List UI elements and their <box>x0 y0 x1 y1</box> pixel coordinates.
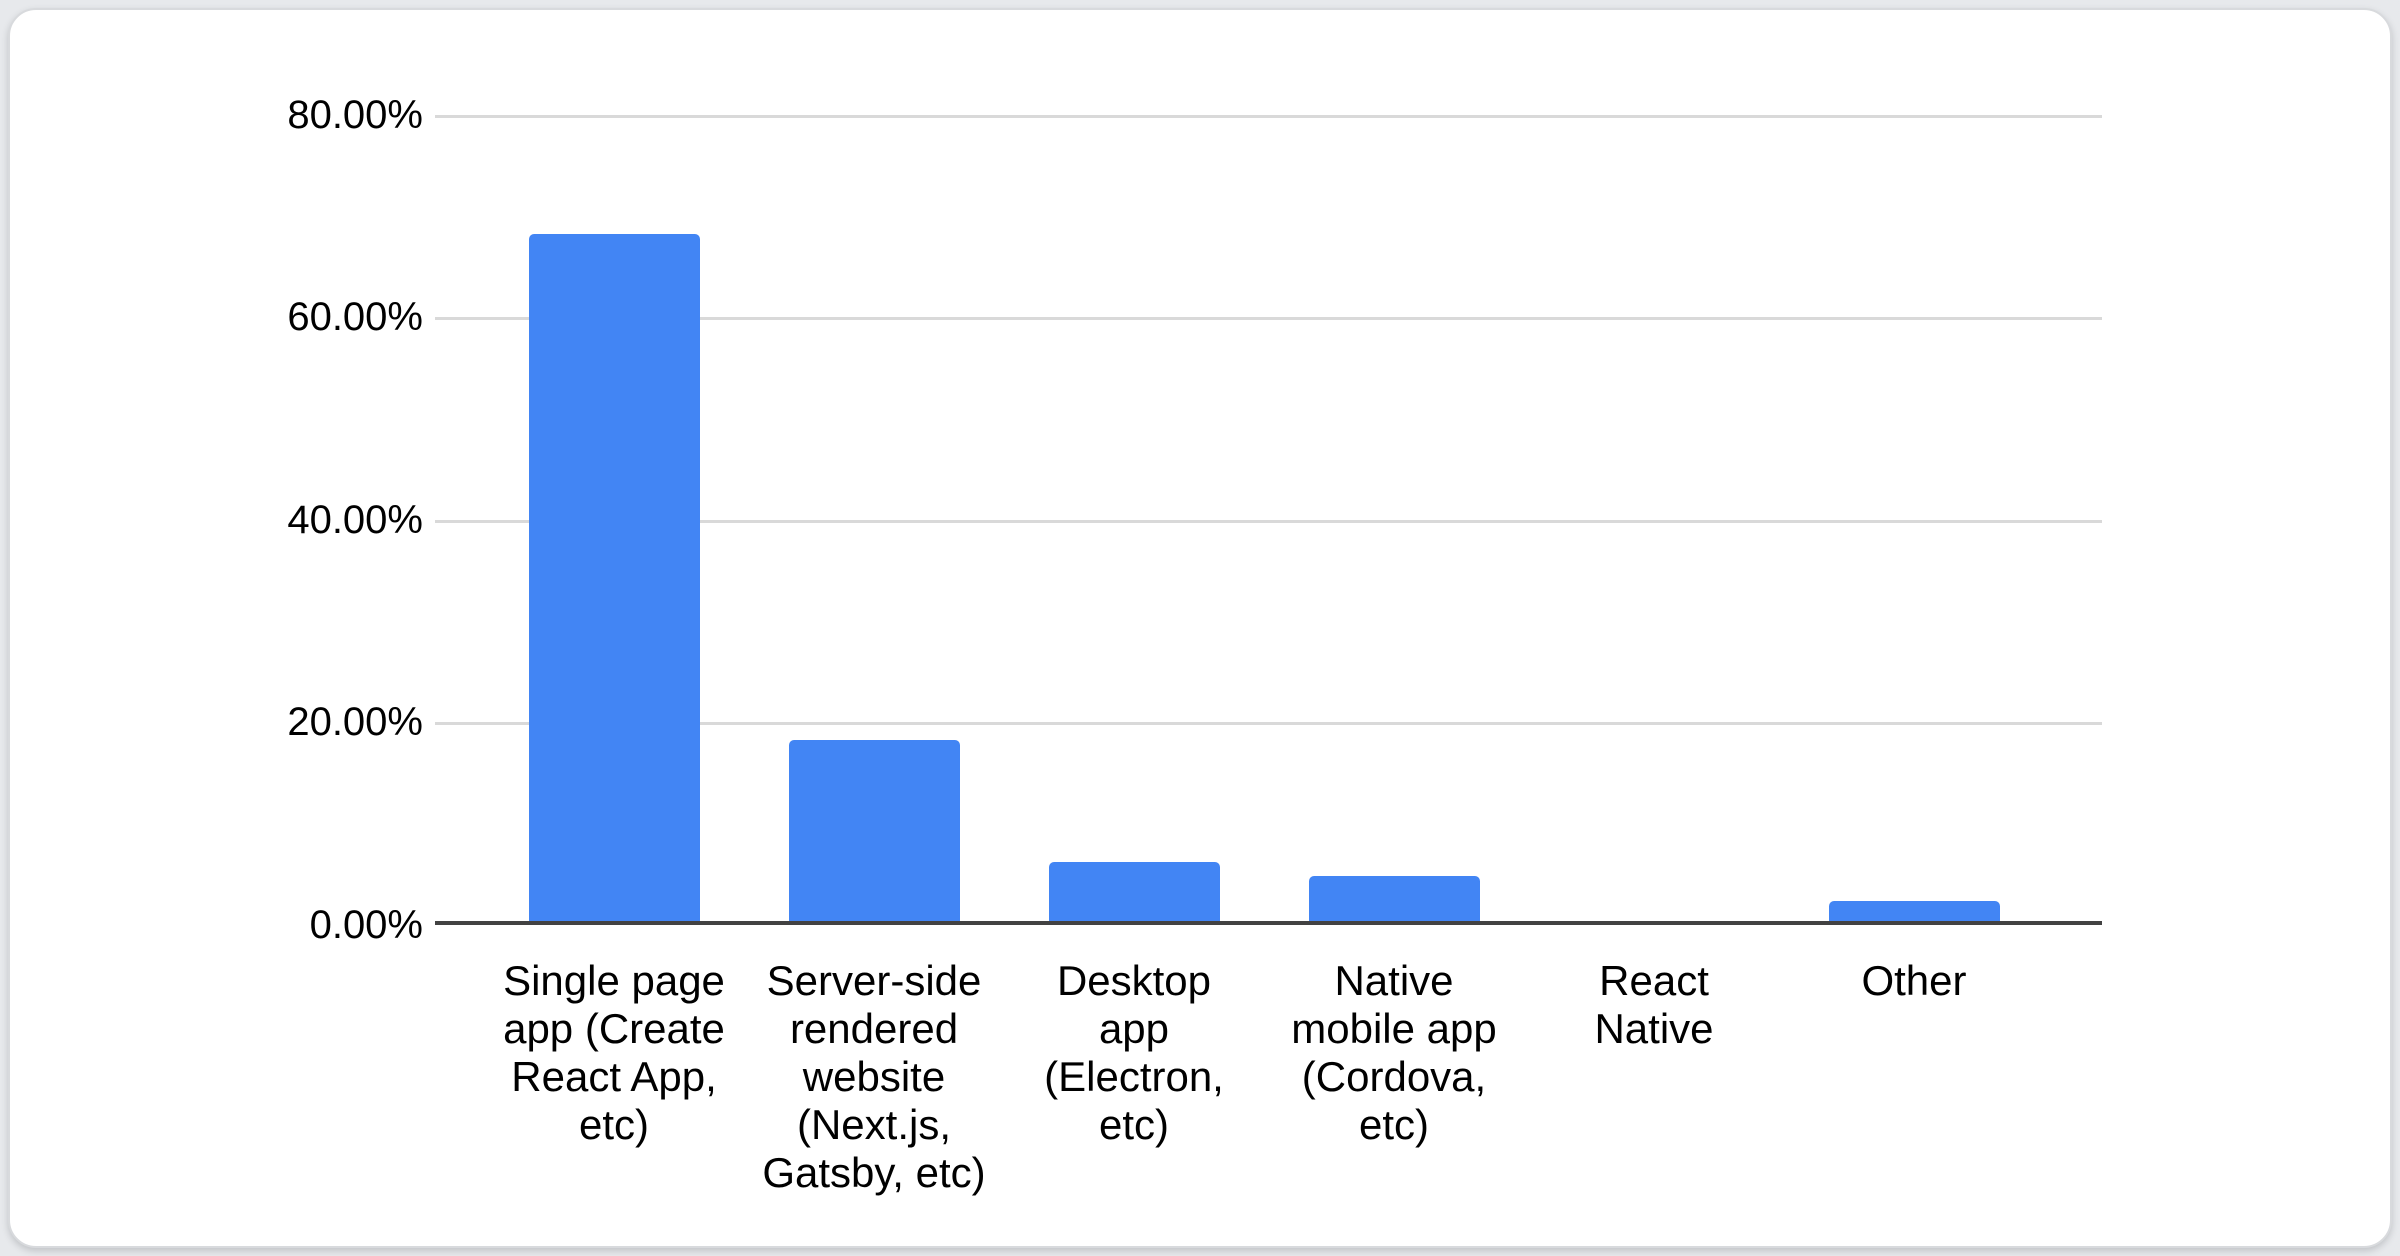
gridline-60 <box>435 317 2102 320</box>
bar-slot <box>1784 115 2044 925</box>
bar-slot <box>1264 115 1524 925</box>
x-label-react-native: React Native <box>1594 957 1714 1052</box>
bars-group <box>484 115 2044 925</box>
bar-slot <box>744 115 1004 925</box>
bar-server-side-rendered[interactable] <box>788 740 960 925</box>
plot-area <box>435 115 2102 925</box>
y-tick-label-40: 40.00% <box>287 498 423 542</box>
y-tick-label-60: 60.00% <box>287 295 423 339</box>
bar-chart: 80.00% 60.00% 40.00% 20.00% 0.00% Single… <box>10 10 2390 1246</box>
x-axis-line <box>435 921 2102 925</box>
gridline-40 <box>435 520 2102 523</box>
bar-slot <box>484 115 744 925</box>
bar-desktop-app[interactable] <box>1048 862 1220 925</box>
x-label-native-mobile-app: Native mobile app (Cordova, etc) <box>1291 957 1497 1148</box>
bar-native-mobile-app[interactable] <box>1308 876 1480 925</box>
x-label-server-side-rendered: Server-side rendered website (Next.js, Gatsb… <box>762 957 986 1196</box>
x-axis-labels: Single page app (Create React App, etc) Ser… <box>484 957 2044 1197</box>
x-label-other: Other <box>1861 957 1967 1004</box>
chart-card: 80.00% 60.00% 40.00% 20.00% 0.00% Single… <box>8 8 2392 1248</box>
bar-slot <box>1004 115 1264 925</box>
x-label-single-page-app: Single page app (Create React App, etc) <box>503 957 725 1148</box>
bar-single-page-app[interactable] <box>528 234 700 925</box>
x-label-desktop-app: Desktop app (Electron, etc) <box>1044 957 1224 1148</box>
y-tick-label-80: 80.00% <box>287 93 423 137</box>
gridline-20 <box>435 722 2102 725</box>
gridline-80 <box>435 115 2102 118</box>
bar-slot <box>1524 115 1784 925</box>
y-tick-label-0: 0.00% <box>309 903 423 947</box>
y-tick-label-20: 20.00% <box>287 700 423 744</box>
